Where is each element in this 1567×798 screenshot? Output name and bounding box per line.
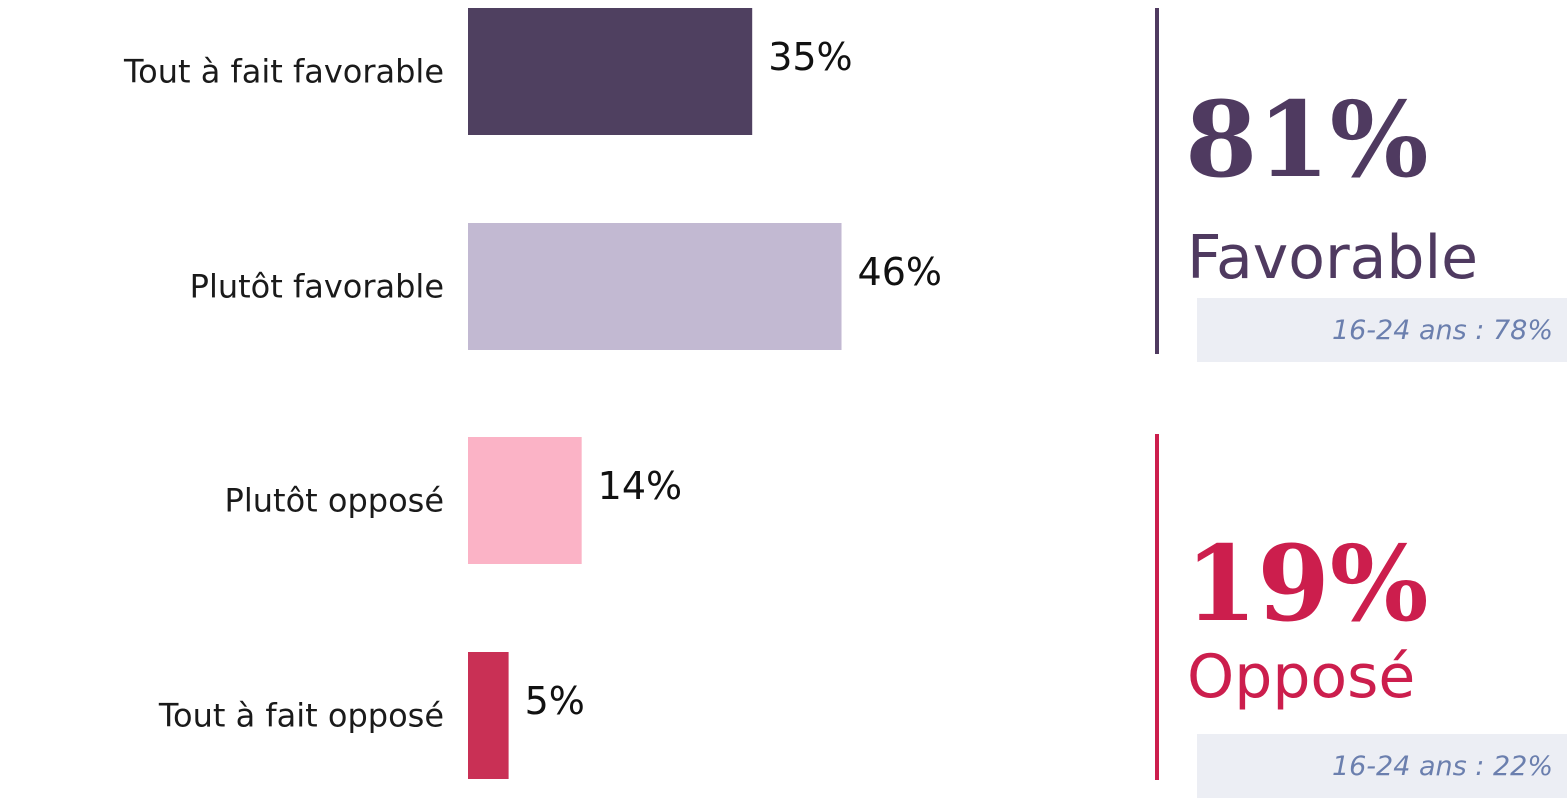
opposed-age-note: 16-24 ans : 22%	[1197, 734, 1567, 798]
opposed-total: 19%	[1185, 522, 1429, 645]
favorable-label: Favorable	[1187, 223, 1479, 293]
favorable-summary: 81% Favorable 16-24 ans : 78%	[1155, 8, 1567, 362]
favorable-age-note: 16-24 ans : 78%	[1197, 298, 1567, 362]
favorable-age-text: 16-24 ans : 78%	[1331, 314, 1553, 346]
bar-tout-a-fait-oppose	[468, 652, 509, 779]
category-label-tout-a-fait-oppose: Tout à fait opposé	[158, 697, 444, 735]
opposed-divider	[1155, 434, 1159, 780]
bar-plutot-favorable	[468, 223, 842, 350]
favorable-divider	[1155, 8, 1159, 354]
bar-plutot-oppose	[468, 437, 582, 564]
category-label-tout-a-fait-favorable: Tout à fait favorable	[123, 53, 444, 91]
value-label-tout-a-fait-oppose: 5%	[525, 679, 585, 723]
opposed-label: Opposé	[1187, 642, 1416, 712]
value-label-tout-a-fait-favorable: 35%	[768, 35, 852, 79]
category-label-plutot-oppose: Plutôt opposé	[225, 482, 444, 520]
bar-chart: Tout à fait favorable 35% Plutôt favorable…	[123, 8, 942, 779]
bar-tout-a-fait-favorable	[468, 8, 753, 135]
favorable-total: 81%	[1185, 78, 1429, 201]
category-label-plutot-favorable: Plutôt favorable	[190, 268, 444, 306]
value-label-plutot-favorable: 46%	[858, 250, 942, 294]
opposed-summary: 19% Opposé 16-24 ans : 22%	[1155, 434, 1567, 798]
value-label-plutot-oppose: 14%	[598, 464, 682, 508]
opposed-age-text: 16-24 ans : 22%	[1331, 750, 1553, 782]
